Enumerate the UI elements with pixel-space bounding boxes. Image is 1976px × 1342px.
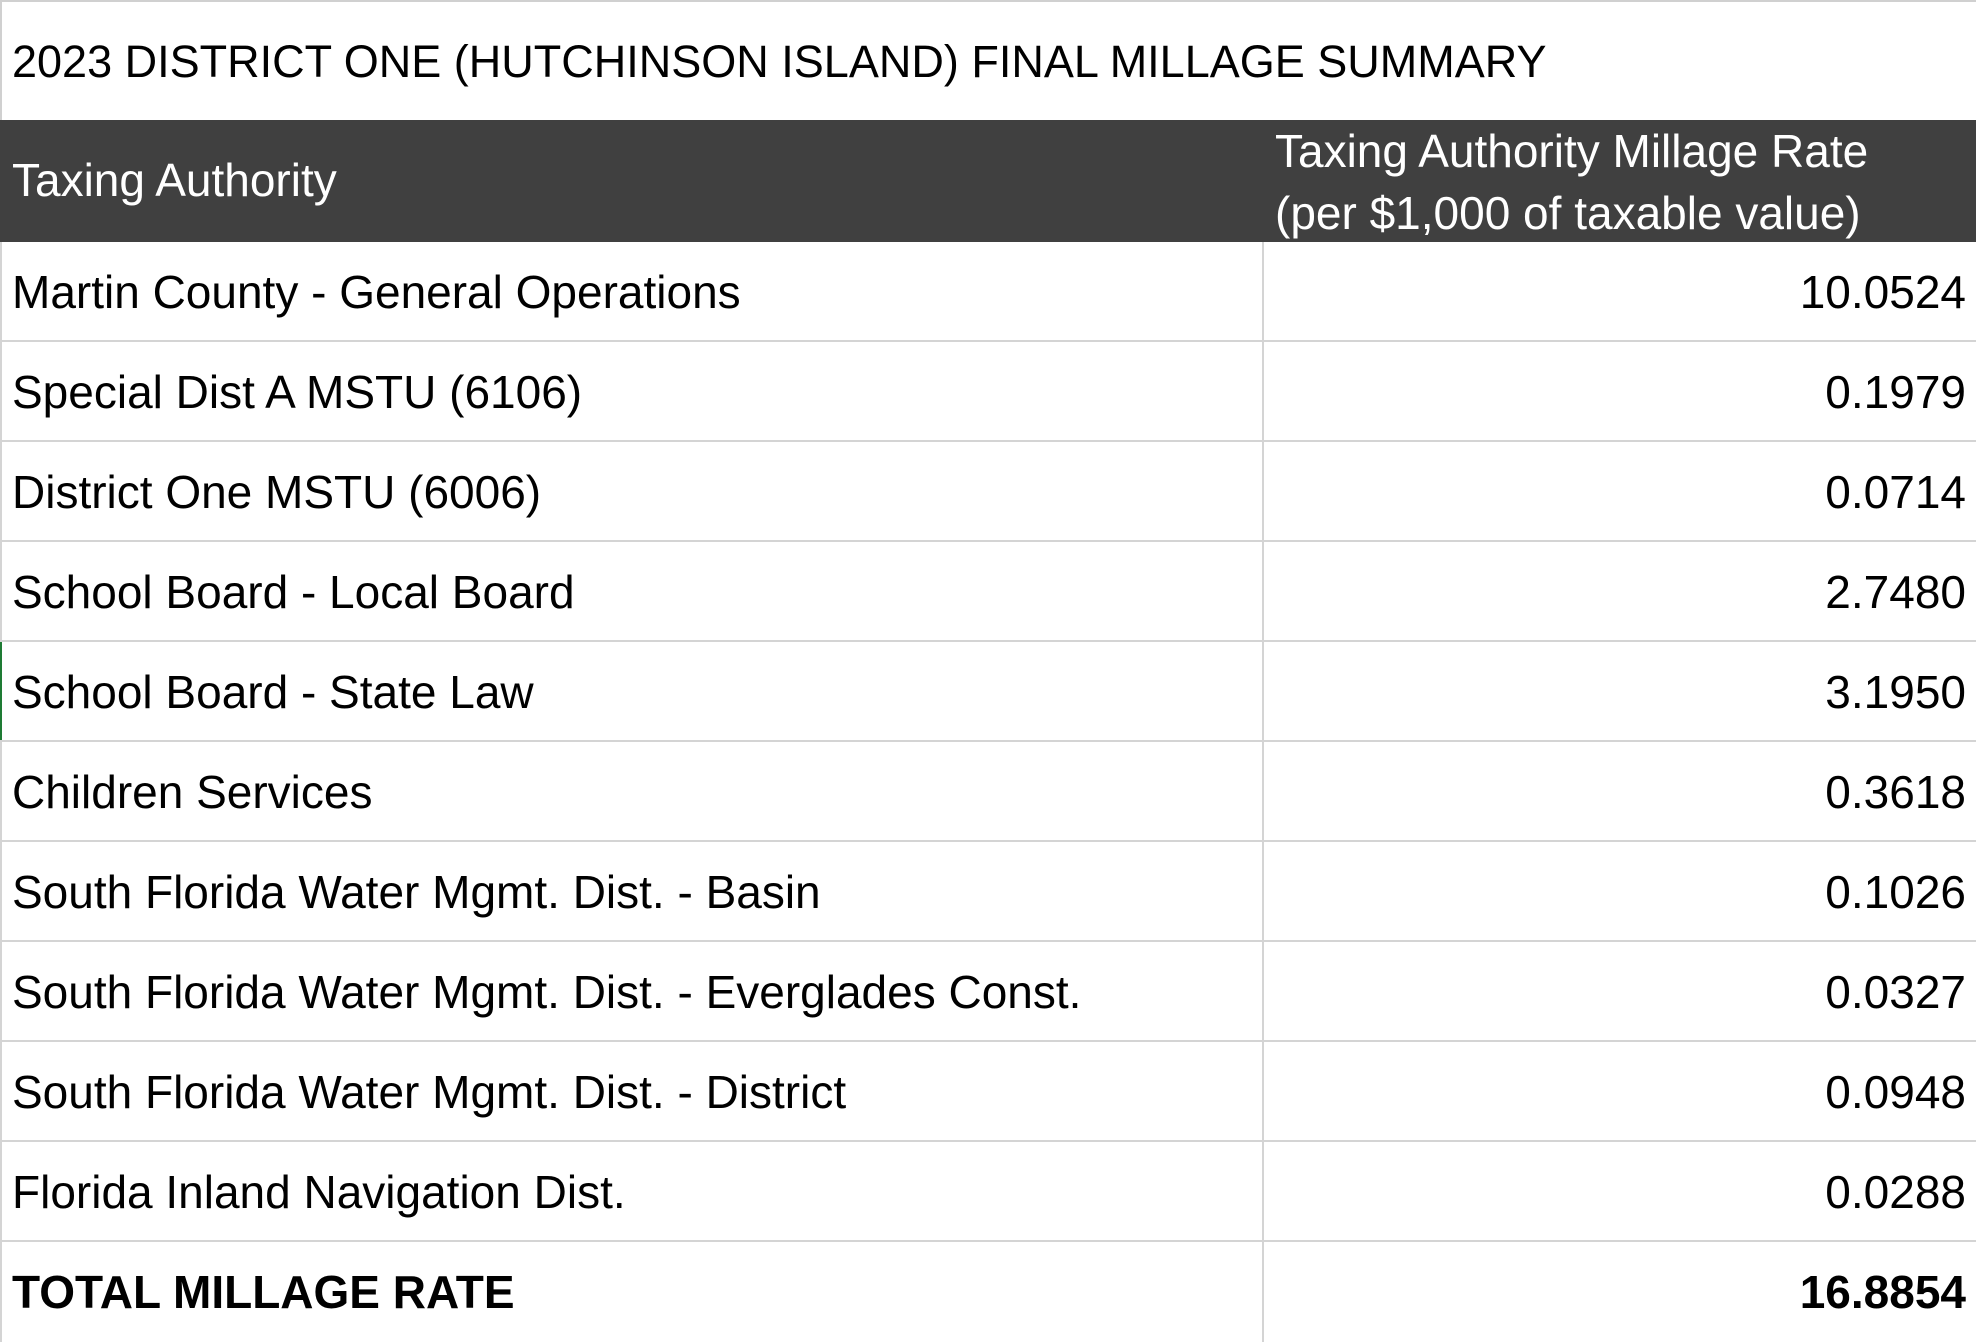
table-body: Martin County - General Operations 10.05… bbox=[0, 242, 1976, 1342]
header-millage-rate-line1: Taxing Authority Millage Rate bbox=[1275, 125, 1869, 177]
total-rate-cell[interactable]: 16.8854 bbox=[1264, 1242, 1976, 1342]
rate-cell[interactable]: 0.1026 bbox=[1264, 842, 1976, 940]
table-row: Florida Inland Navigation Dist. 0.0288 bbox=[0, 1142, 1976, 1242]
millage-rate: 0.0714 bbox=[1825, 466, 1966, 518]
rate-cell[interactable]: 0.0948 bbox=[1264, 1042, 1976, 1140]
authority-name: South Florida Water Mgmt. Dist. - Basin bbox=[12, 866, 821, 918]
rate-cell[interactable]: 0.0327 bbox=[1264, 942, 1976, 1040]
authority-name: Florida Inland Navigation Dist. bbox=[12, 1166, 626, 1218]
authority-cell[interactable]: South Florida Water Mgmt. Dist. - Basin bbox=[0, 842, 1264, 940]
authority-name: Children Services bbox=[12, 766, 373, 818]
table-row: South Florida Water Mgmt. Dist. - Evergl… bbox=[0, 942, 1976, 1042]
authority-cell[interactable]: Special Dist A MSTU (6106) bbox=[0, 342, 1264, 440]
authority-name: School Board - State Law bbox=[12, 666, 534, 718]
title-cell[interactable]: 2023 DISTRICT ONE (HUTCHINSON ISLAND) FI… bbox=[0, 0, 1976, 120]
millage-rate: 10.0524 bbox=[1799, 266, 1966, 318]
authority-cell[interactable]: District One MSTU (6006) bbox=[0, 442, 1264, 540]
authority-name: South Florida Water Mgmt. Dist. - Evergl… bbox=[12, 966, 1082, 1018]
header-millage-rate[interactable]: Taxing Authority Millage Rate (per $1,00… bbox=[1275, 120, 1868, 244]
authority-name: District One MSTU (6006) bbox=[12, 466, 542, 518]
millage-rate: 0.1026 bbox=[1825, 866, 1966, 918]
rate-cell[interactable]: 0.3618 bbox=[1264, 742, 1976, 840]
header-millage-rate-line2: (per $1,000 of taxable value) bbox=[1275, 187, 1861, 239]
millage-rate: 0.1979 bbox=[1825, 366, 1966, 418]
total-label: TOTAL MILLAGE RATE bbox=[12, 1266, 515, 1318]
authority-cell[interactable]: South Florida Water Mgmt. Dist. - Evergl… bbox=[0, 942, 1264, 1040]
rate-cell[interactable]: 2.7480 bbox=[1264, 542, 1976, 640]
total-label-cell[interactable]: TOTAL MILLAGE RATE bbox=[0, 1242, 1264, 1342]
authority-cell[interactable]: Children Services bbox=[0, 742, 1264, 840]
millage-rate: 0.0288 bbox=[1825, 1166, 1966, 1218]
authority-cell[interactable]: Martin County - General Operations bbox=[0, 242, 1264, 340]
table-row: South Florida Water Mgmt. Dist. - Distri… bbox=[0, 1042, 1976, 1142]
total-row: TOTAL MILLAGE RATE 16.8854 bbox=[0, 1242, 1976, 1342]
millage-rate: 0.0948 bbox=[1825, 1066, 1966, 1118]
rate-cell[interactable]: 0.0714 bbox=[1264, 442, 1976, 540]
table-header: Taxing Authority Taxing Authority Millag… bbox=[0, 120, 1976, 242]
total-millage-rate: 16.8854 bbox=[1799, 1266, 1966, 1318]
rate-cell[interactable]: 0.0288 bbox=[1264, 1142, 1976, 1240]
millage-rate: 0.0327 bbox=[1825, 966, 1966, 1018]
sheet-title: 2023 DISTRICT ONE (HUTCHINSON ISLAND) FI… bbox=[12, 36, 1547, 87]
rate-cell[interactable]: 3.1950 bbox=[1264, 642, 1976, 740]
table-row: Special Dist A MSTU (6106) 0.1979 bbox=[0, 342, 1976, 442]
table-row: School Board - State Law 3.1950 bbox=[0, 642, 1976, 742]
table-row: School Board - Local Board 2.7480 bbox=[0, 542, 1976, 642]
table-row: Children Services 0.3618 bbox=[0, 742, 1976, 842]
authority-cell[interactable]: South Florida Water Mgmt. Dist. - Distri… bbox=[0, 1042, 1264, 1140]
table-row: Martin County - General Operations 10.05… bbox=[0, 242, 1976, 342]
millage-rate: 3.1950 bbox=[1825, 666, 1966, 718]
authority-name: Martin County - General Operations bbox=[12, 266, 741, 318]
header-taxing-authority[interactable]: Taxing Authority bbox=[12, 154, 337, 206]
authority-cell[interactable]: Florida Inland Navigation Dist. bbox=[0, 1142, 1264, 1240]
table-row: South Florida Water Mgmt. Dist. - Basin … bbox=[0, 842, 1976, 942]
authority-cell[interactable]: School Board - Local Board bbox=[0, 542, 1264, 640]
authority-name: School Board - Local Board bbox=[12, 566, 575, 618]
millage-rate: 2.7480 bbox=[1825, 566, 1966, 618]
table-row: District One MSTU (6006) 0.0714 bbox=[0, 442, 1976, 542]
millage-rate: 0.3618 bbox=[1825, 766, 1966, 818]
rate-cell[interactable]: 0.1979 bbox=[1264, 342, 1976, 440]
authority-name: South Florida Water Mgmt. Dist. - Distri… bbox=[12, 1066, 847, 1118]
authority-cell[interactable]: School Board - State Law bbox=[0, 642, 1264, 740]
rate-cell[interactable]: 10.0524 bbox=[1264, 242, 1976, 340]
authority-name: Special Dist A MSTU (6106) bbox=[12, 366, 583, 418]
